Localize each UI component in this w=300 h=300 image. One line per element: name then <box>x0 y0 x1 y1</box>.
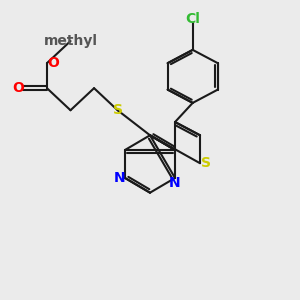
Text: N: N <box>114 171 125 185</box>
Text: Cl: Cl <box>185 12 200 26</box>
Text: S: S <box>112 103 123 117</box>
Text: N: N <box>169 176 181 190</box>
Text: O: O <box>12 81 24 95</box>
Text: methyl: methyl <box>44 34 98 48</box>
Text: O: O <box>47 56 59 70</box>
Text: S: S <box>201 156 211 170</box>
